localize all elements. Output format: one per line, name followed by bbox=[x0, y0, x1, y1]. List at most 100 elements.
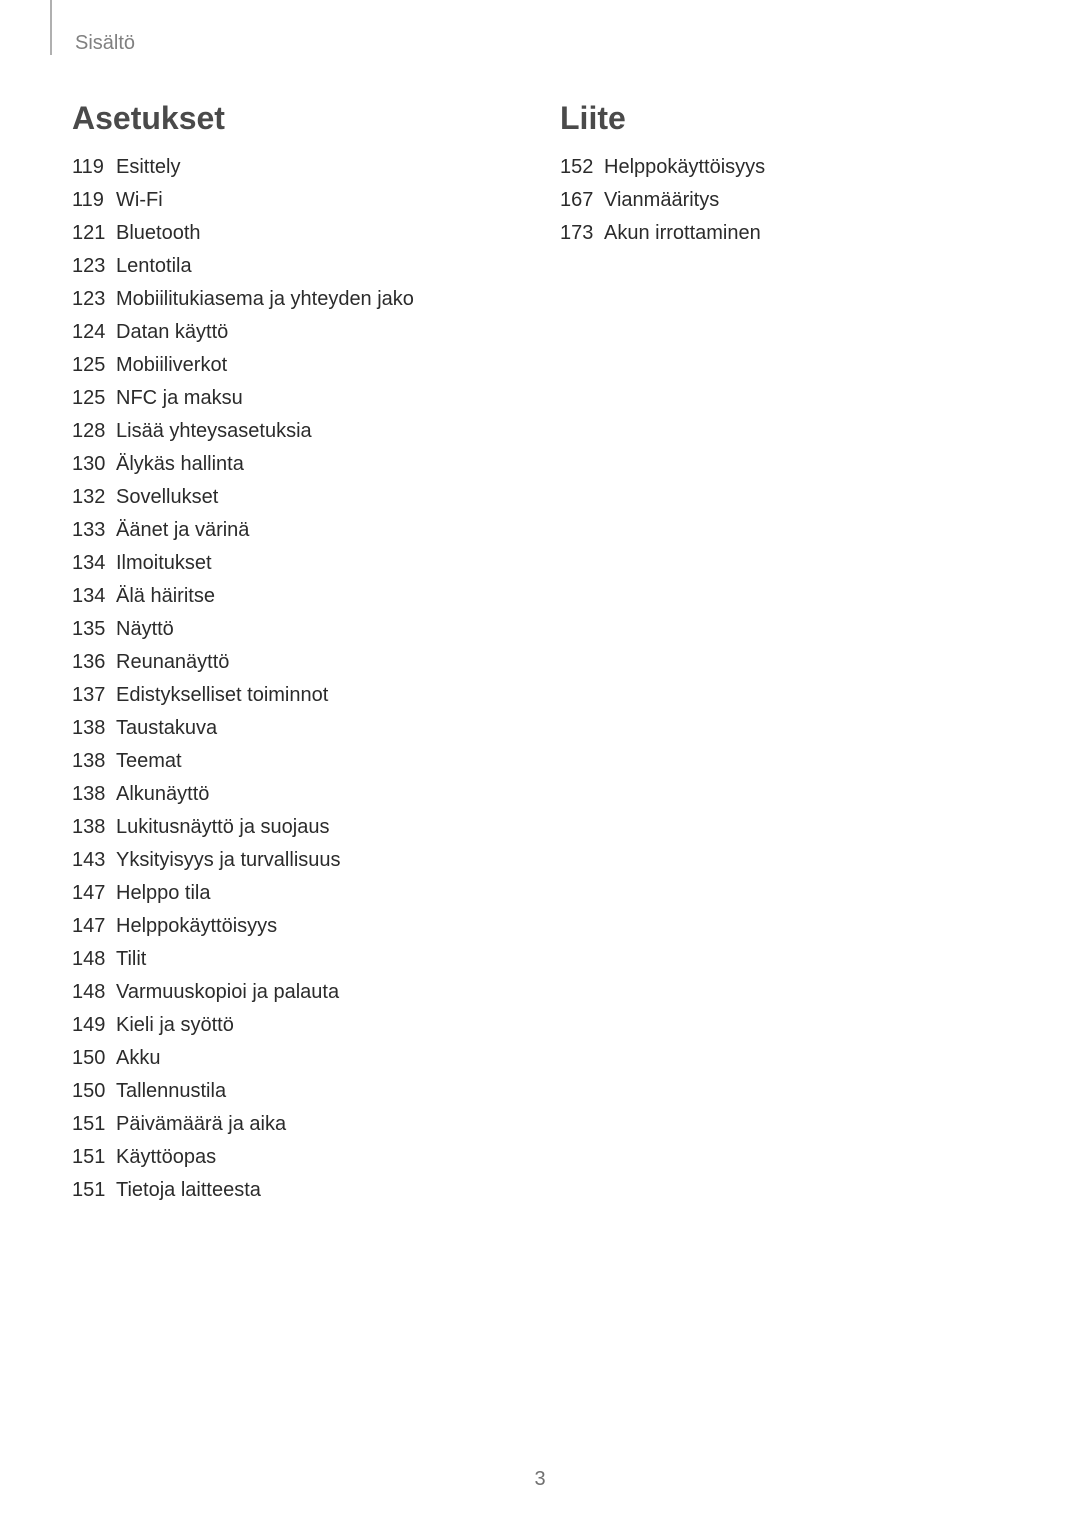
page-number: 3 bbox=[0, 1468, 1080, 1491]
toc-page-number: 123 bbox=[72, 250, 116, 283]
toc-page-number: 125 bbox=[72, 349, 116, 382]
toc-label: Mobiilitukiasema ja yhteyden jako bbox=[116, 283, 520, 316]
toc-page-number: 150 bbox=[72, 1042, 116, 1075]
toc-row[interactable]: 121Bluetooth bbox=[72, 217, 520, 250]
toc-columns: Asetukset 119Esittely119Wi-Fi121Bluetoot… bbox=[72, 100, 1008, 1207]
toc-label: NFC ja maksu bbox=[116, 382, 520, 415]
toc-row[interactable]: 134Älä häiritse bbox=[72, 580, 520, 613]
toc-row[interactable]: 173Akun irrottaminen bbox=[560, 217, 1008, 250]
toc-page-number: 136 bbox=[72, 646, 116, 679]
toc-row[interactable]: 132Sovellukset bbox=[72, 481, 520, 514]
toc-row[interactable]: 135Näyttö bbox=[72, 613, 520, 646]
toc-row[interactable]: 138Teemat bbox=[72, 745, 520, 778]
toc-list-left: 119Esittely119Wi-Fi121Bluetooth123Lentot… bbox=[72, 151, 520, 1207]
toc-row[interactable]: 152Helppokäyttöisyys bbox=[560, 151, 1008, 184]
header-divider bbox=[50, 0, 52, 55]
toc-row[interactable]: 124Datan käyttö bbox=[72, 316, 520, 349]
toc-page-number: 143 bbox=[72, 844, 116, 877]
toc-label: Tallennustila bbox=[116, 1075, 520, 1108]
toc-label: Mobiiliverkot bbox=[116, 349, 520, 382]
toc-page-number: 119 bbox=[72, 151, 116, 184]
toc-label: Päivämäärä ja aika bbox=[116, 1108, 520, 1141]
toc-row[interactable]: 138Lukitusnäyttö ja suojaus bbox=[72, 811, 520, 844]
toc-row[interactable]: 119Wi-Fi bbox=[72, 184, 520, 217]
toc-page-number: 119 bbox=[72, 184, 116, 217]
toc-label: Reunanäyttö bbox=[116, 646, 520, 679]
toc-label: Älä häiritse bbox=[116, 580, 520, 613]
toc-label: Lukitusnäyttö ja suojaus bbox=[116, 811, 520, 844]
toc-label: Yksityisyys ja turvallisuus bbox=[116, 844, 520, 877]
toc-label: Wi-Fi bbox=[116, 184, 520, 217]
page: Sisältö Asetukset 119Esittely119Wi-Fi121… bbox=[0, 0, 1080, 1527]
toc-label: Helppokäyttöisyys bbox=[116, 910, 520, 943]
toc-row[interactable]: 134Ilmoitukset bbox=[72, 547, 520, 580]
toc-row[interactable]: 130Älykäs hallinta bbox=[72, 448, 520, 481]
toc-row[interactable]: 138Taustakuva bbox=[72, 712, 520, 745]
toc-label: Tietoja laitteesta bbox=[116, 1174, 520, 1207]
header-label: Sisältö bbox=[75, 32, 135, 55]
toc-label: Sovellukset bbox=[116, 481, 520, 514]
toc-page-number: 138 bbox=[72, 712, 116, 745]
toc-row[interactable]: 147Helppokäyttöisyys bbox=[72, 910, 520, 943]
toc-page-number: 151 bbox=[72, 1108, 116, 1141]
toc-row[interactable]: 167Vianmääritys bbox=[560, 184, 1008, 217]
toc-row[interactable]: 125NFC ja maksu bbox=[72, 382, 520, 415]
toc-label: Tilit bbox=[116, 943, 520, 976]
toc-label: Ilmoitukset bbox=[116, 547, 520, 580]
toc-label: Akun irrottaminen bbox=[604, 217, 1008, 250]
toc-page-number: 134 bbox=[72, 547, 116, 580]
toc-page-number: 151 bbox=[72, 1174, 116, 1207]
toc-page-number: 138 bbox=[72, 811, 116, 844]
toc-page-number: 149 bbox=[72, 1009, 116, 1042]
toc-label: Lisää yhteysasetuksia bbox=[116, 415, 520, 448]
toc-column-left: Asetukset 119Esittely119Wi-Fi121Bluetoot… bbox=[72, 100, 540, 1207]
toc-row[interactable]: 149Kieli ja syöttö bbox=[72, 1009, 520, 1042]
toc-row[interactable]: 133Äänet ja värinä bbox=[72, 514, 520, 547]
toc-row[interactable]: 150Akku bbox=[72, 1042, 520, 1075]
toc-label: Varmuuskopioi ja palauta bbox=[116, 976, 520, 1009]
section-title-asetukset: Asetukset bbox=[72, 100, 520, 137]
toc-row[interactable]: 128Lisää yhteysasetuksia bbox=[72, 415, 520, 448]
toc-label: Käyttöopas bbox=[116, 1141, 520, 1174]
toc-label: Helppokäyttöisyys bbox=[604, 151, 1008, 184]
toc-row[interactable]: 138Alkunäyttö bbox=[72, 778, 520, 811]
toc-row[interactable]: 125Mobiiliverkot bbox=[72, 349, 520, 382]
toc-row[interactable]: 151Tietoja laitteesta bbox=[72, 1174, 520, 1207]
toc-row[interactable]: 136Reunanäyttö bbox=[72, 646, 520, 679]
toc-label: Edistykselliset toiminnot bbox=[116, 679, 520, 712]
toc-label: Esittely bbox=[116, 151, 520, 184]
toc-label: Äänet ja värinä bbox=[116, 514, 520, 547]
toc-page-number: 124 bbox=[72, 316, 116, 349]
toc-row[interactable]: 143Yksityisyys ja turvallisuus bbox=[72, 844, 520, 877]
toc-list-right: 152Helppokäyttöisyys167Vianmääritys173Ak… bbox=[560, 151, 1008, 250]
toc-label: Alkunäyttö bbox=[116, 778, 520, 811]
toc-row[interactable]: 137Edistykselliset toiminnot bbox=[72, 679, 520, 712]
toc-label: Kieli ja syöttö bbox=[116, 1009, 520, 1042]
toc-row[interactable]: 119Esittely bbox=[72, 151, 520, 184]
toc-row[interactable]: 148Tilit bbox=[72, 943, 520, 976]
toc-page-number: 135 bbox=[72, 613, 116, 646]
toc-page-number: 167 bbox=[560, 184, 604, 217]
toc-row[interactable]: 148Varmuuskopioi ja palauta bbox=[72, 976, 520, 1009]
toc-page-number: 148 bbox=[72, 976, 116, 1009]
toc-page-number: 121 bbox=[72, 217, 116, 250]
toc-row[interactable]: 151Käyttöopas bbox=[72, 1141, 520, 1174]
toc-page-number: 147 bbox=[72, 910, 116, 943]
toc-label: Datan käyttö bbox=[116, 316, 520, 349]
toc-row[interactable]: 147Helppo tila bbox=[72, 877, 520, 910]
toc-column-right: Liite 152Helppokäyttöisyys167Vianmäärity… bbox=[540, 100, 1008, 1207]
toc-row[interactable]: 150Tallennustila bbox=[72, 1075, 520, 1108]
toc-page-number: 134 bbox=[72, 580, 116, 613]
toc-page-number: 130 bbox=[72, 448, 116, 481]
toc-page-number: 132 bbox=[72, 481, 116, 514]
toc-label: Teemat bbox=[116, 745, 520, 778]
toc-row[interactable]: 151Päivämäärä ja aika bbox=[72, 1108, 520, 1141]
section-title-liite: Liite bbox=[560, 100, 1008, 137]
toc-row[interactable]: 123Lentotila bbox=[72, 250, 520, 283]
toc-page-number: 138 bbox=[72, 778, 116, 811]
toc-label: Lentotila bbox=[116, 250, 520, 283]
toc-row[interactable]: 123Mobiilitukiasema ja yhteyden jako bbox=[72, 283, 520, 316]
toc-page-number: 148 bbox=[72, 943, 116, 976]
toc-label: Helppo tila bbox=[116, 877, 520, 910]
toc-label: Taustakuva bbox=[116, 712, 520, 745]
